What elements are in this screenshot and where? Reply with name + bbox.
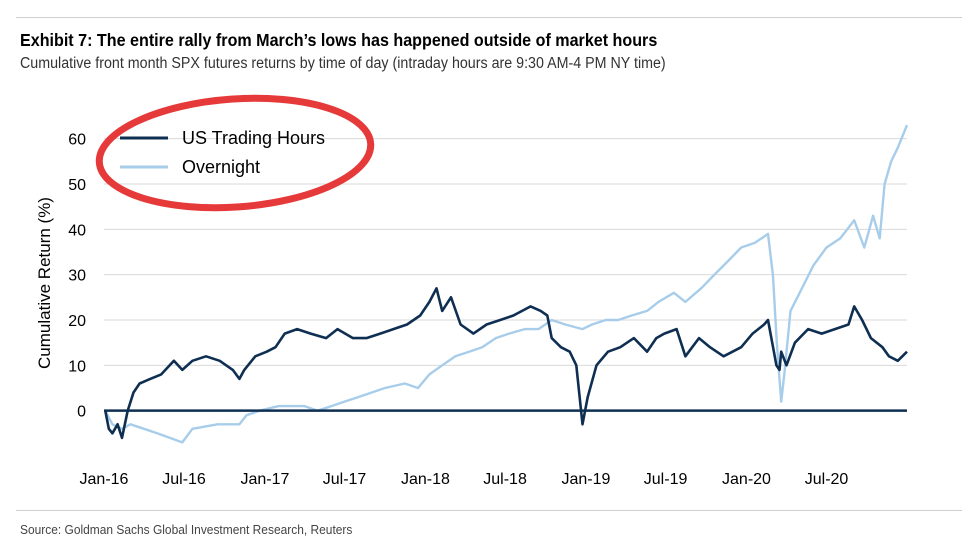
x-tick-label: Jan-17 bbox=[240, 471, 289, 488]
y-tick-labels: 0 10 20 30 40 50 60 bbox=[68, 132, 86, 421]
x-tick-labels: Jan-16 Jul-16 Jan-17 Jul-17 Jan-18 Jul-18 Jan-… bbox=[80, 471, 849, 488]
x-tick-label: Jan-19 bbox=[562, 471, 611, 488]
y-tick-label: 20 bbox=[68, 313, 86, 330]
x-tick-label: Jan-20 bbox=[722, 471, 771, 488]
x-tick-label: Jul-19 bbox=[644, 471, 688, 488]
series-line-overnight bbox=[104, 124, 909, 444]
y-tick-label: 0 bbox=[77, 404, 86, 421]
chart-title: Exhibit 7: The entire rally from March’s… bbox=[20, 30, 658, 50]
x-tick-label: Jul-20 bbox=[805, 471, 849, 488]
y-tick-label: 60 bbox=[68, 132, 86, 149]
source-note: Source: Goldman Sachs Global Investment … bbox=[20, 522, 353, 537]
y-tick-label: 50 bbox=[68, 177, 86, 194]
x-tick-label: Jul-18 bbox=[483, 471, 527, 488]
x-tick-label: Jul-16 bbox=[162, 471, 206, 488]
y-tick-label: 30 bbox=[68, 268, 86, 285]
legend: US Trading Hours Overnight bbox=[120, 128, 325, 177]
x-tick-label: Jul-17 bbox=[323, 471, 367, 488]
bottom-rule bbox=[16, 510, 962, 511]
chart-subtitle: Cumulative front month SPX futures retur… bbox=[20, 55, 666, 72]
top-rule bbox=[16, 17, 962, 18]
y-tick-label: 40 bbox=[68, 222, 86, 239]
legend-label-overnight: Overnight bbox=[182, 157, 260, 177]
x-tick-label: Jan-16 bbox=[80, 471, 129, 488]
series-layer bbox=[104, 124, 909, 444]
y-tick-label: 10 bbox=[68, 358, 86, 375]
x-tick-label: Jan-18 bbox=[401, 471, 450, 488]
y-axis-label: Cumulative Return (%) bbox=[35, 197, 54, 369]
legend-label-trading: US Trading Hours bbox=[182, 128, 325, 148]
series-line-us-trading-hours bbox=[104, 287, 908, 440]
annotation-circle bbox=[95, 94, 375, 212]
